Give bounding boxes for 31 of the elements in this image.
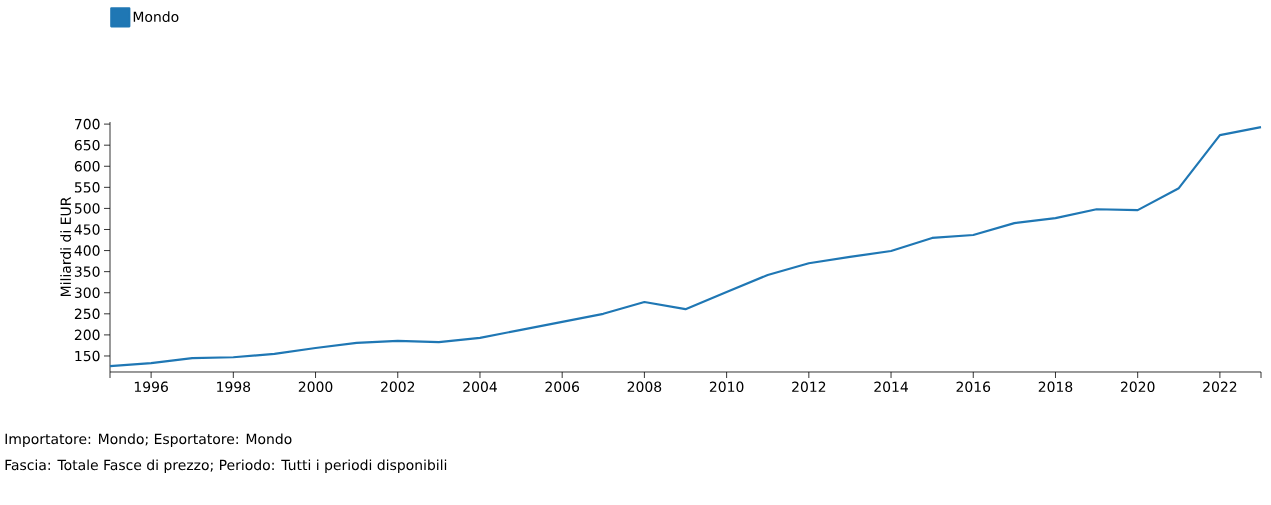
y-tick-label: 600 <box>74 160 100 172</box>
y-tick-label: 650 <box>74 139 100 151</box>
x-tick-label: 2016 <box>956 381 991 393</box>
x-tick-label: 2018 <box>1038 381 1073 393</box>
line-series <box>108 125 1263 368</box>
text: Fascia: Totale Fasce di prezzo; Periodo: Tutti i periodi disponibili <box>5 459 447 473</box>
y-tick-label: 400 <box>74 245 100 256</box>
y-tick-label: 250 <box>74 308 100 320</box>
y-tick-label: 450 <box>74 224 100 235</box>
x-tick-label: 2010 <box>709 381 744 393</box>
x-tick-label: 2022 <box>1203 381 1237 393</box>
x-tick-label: 2002 <box>381 381 415 393</box>
legend-label: Mondo <box>133 11 179 23</box>
y-tick-label: 700 <box>75 118 100 130</box>
x-tick-label: 2014 <box>874 381 908 393</box>
x-tick-label: 2006 <box>545 381 580 393</box>
x-tick-label: 1998 <box>217 381 251 393</box>
x-tick-label: 2008 <box>627 381 662 393</box>
y-tick-label: 150 <box>75 350 100 362</box>
y-tick-label: 200 <box>74 329 100 341</box>
x-tick-label: 1996 <box>134 381 168 393</box>
y-tick-label: 500 <box>74 203 100 214</box>
x-tick-label: 2012 <box>792 381 826 393</box>
x-tick-label: 2020 <box>1120 381 1155 393</box>
text: Importatore: Mondo; Esportatore: Mondo <box>5 433 292 447</box>
y-tick-label: 300 <box>74 287 100 299</box>
y-tick-label: 350 <box>74 266 100 277</box>
x-tick-label: 2004 <box>463 381 497 393</box>
x-tick-label: 2000 <box>298 381 333 393</box>
y-axis-title: Miliardi di EUR <box>60 197 72 296</box>
y-tick-label: 550 <box>74 182 100 193</box>
